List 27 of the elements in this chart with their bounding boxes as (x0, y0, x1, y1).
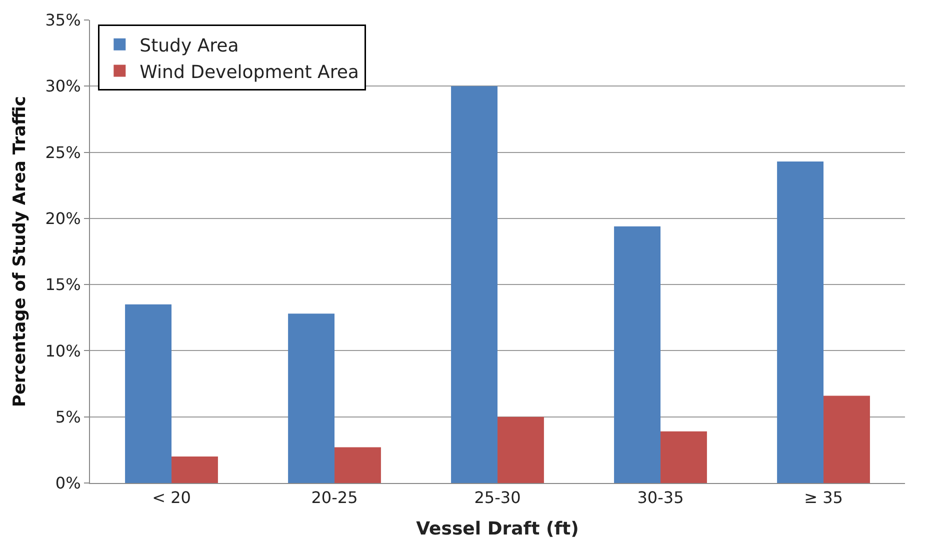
bar (498, 416, 544, 483)
y-tick-label: 10% (45, 341, 81, 360)
x-tick-label: ≥ 35 (804, 488, 843, 508)
x-axis-title: Vessel Draft (ft) (416, 518, 579, 540)
x-tick-label: 25-30 (474, 488, 521, 508)
y-axis-title: Percentage of Study Area Traffic (10, 96, 30, 408)
x-tick-label: 30-35 (637, 488, 684, 508)
bar (288, 314, 334, 483)
bar (172, 456, 218, 483)
legend-label: Study Area (140, 35, 239, 56)
bar (614, 226, 660, 483)
y-tick-label: 20% (45, 209, 81, 228)
y-tick-label: 35% (45, 10, 81, 30)
y-tick-label: 5% (55, 407, 81, 426)
legend-label: Wind Development Area (140, 62, 359, 83)
y-tick-label: 15% (45, 275, 81, 294)
bar (125, 304, 172, 483)
x-tick-label: 20-25 (311, 488, 358, 508)
bar (451, 86, 498, 483)
x-tick-label: < 20 (152, 488, 191, 508)
y-tick-label: 30% (45, 76, 81, 96)
y-tick-label: 25% (45, 142, 81, 162)
bar (660, 431, 707, 483)
bar (777, 162, 824, 483)
bar (824, 396, 870, 483)
bar (334, 447, 381, 483)
y-tick-label: 0% (55, 474, 81, 493)
